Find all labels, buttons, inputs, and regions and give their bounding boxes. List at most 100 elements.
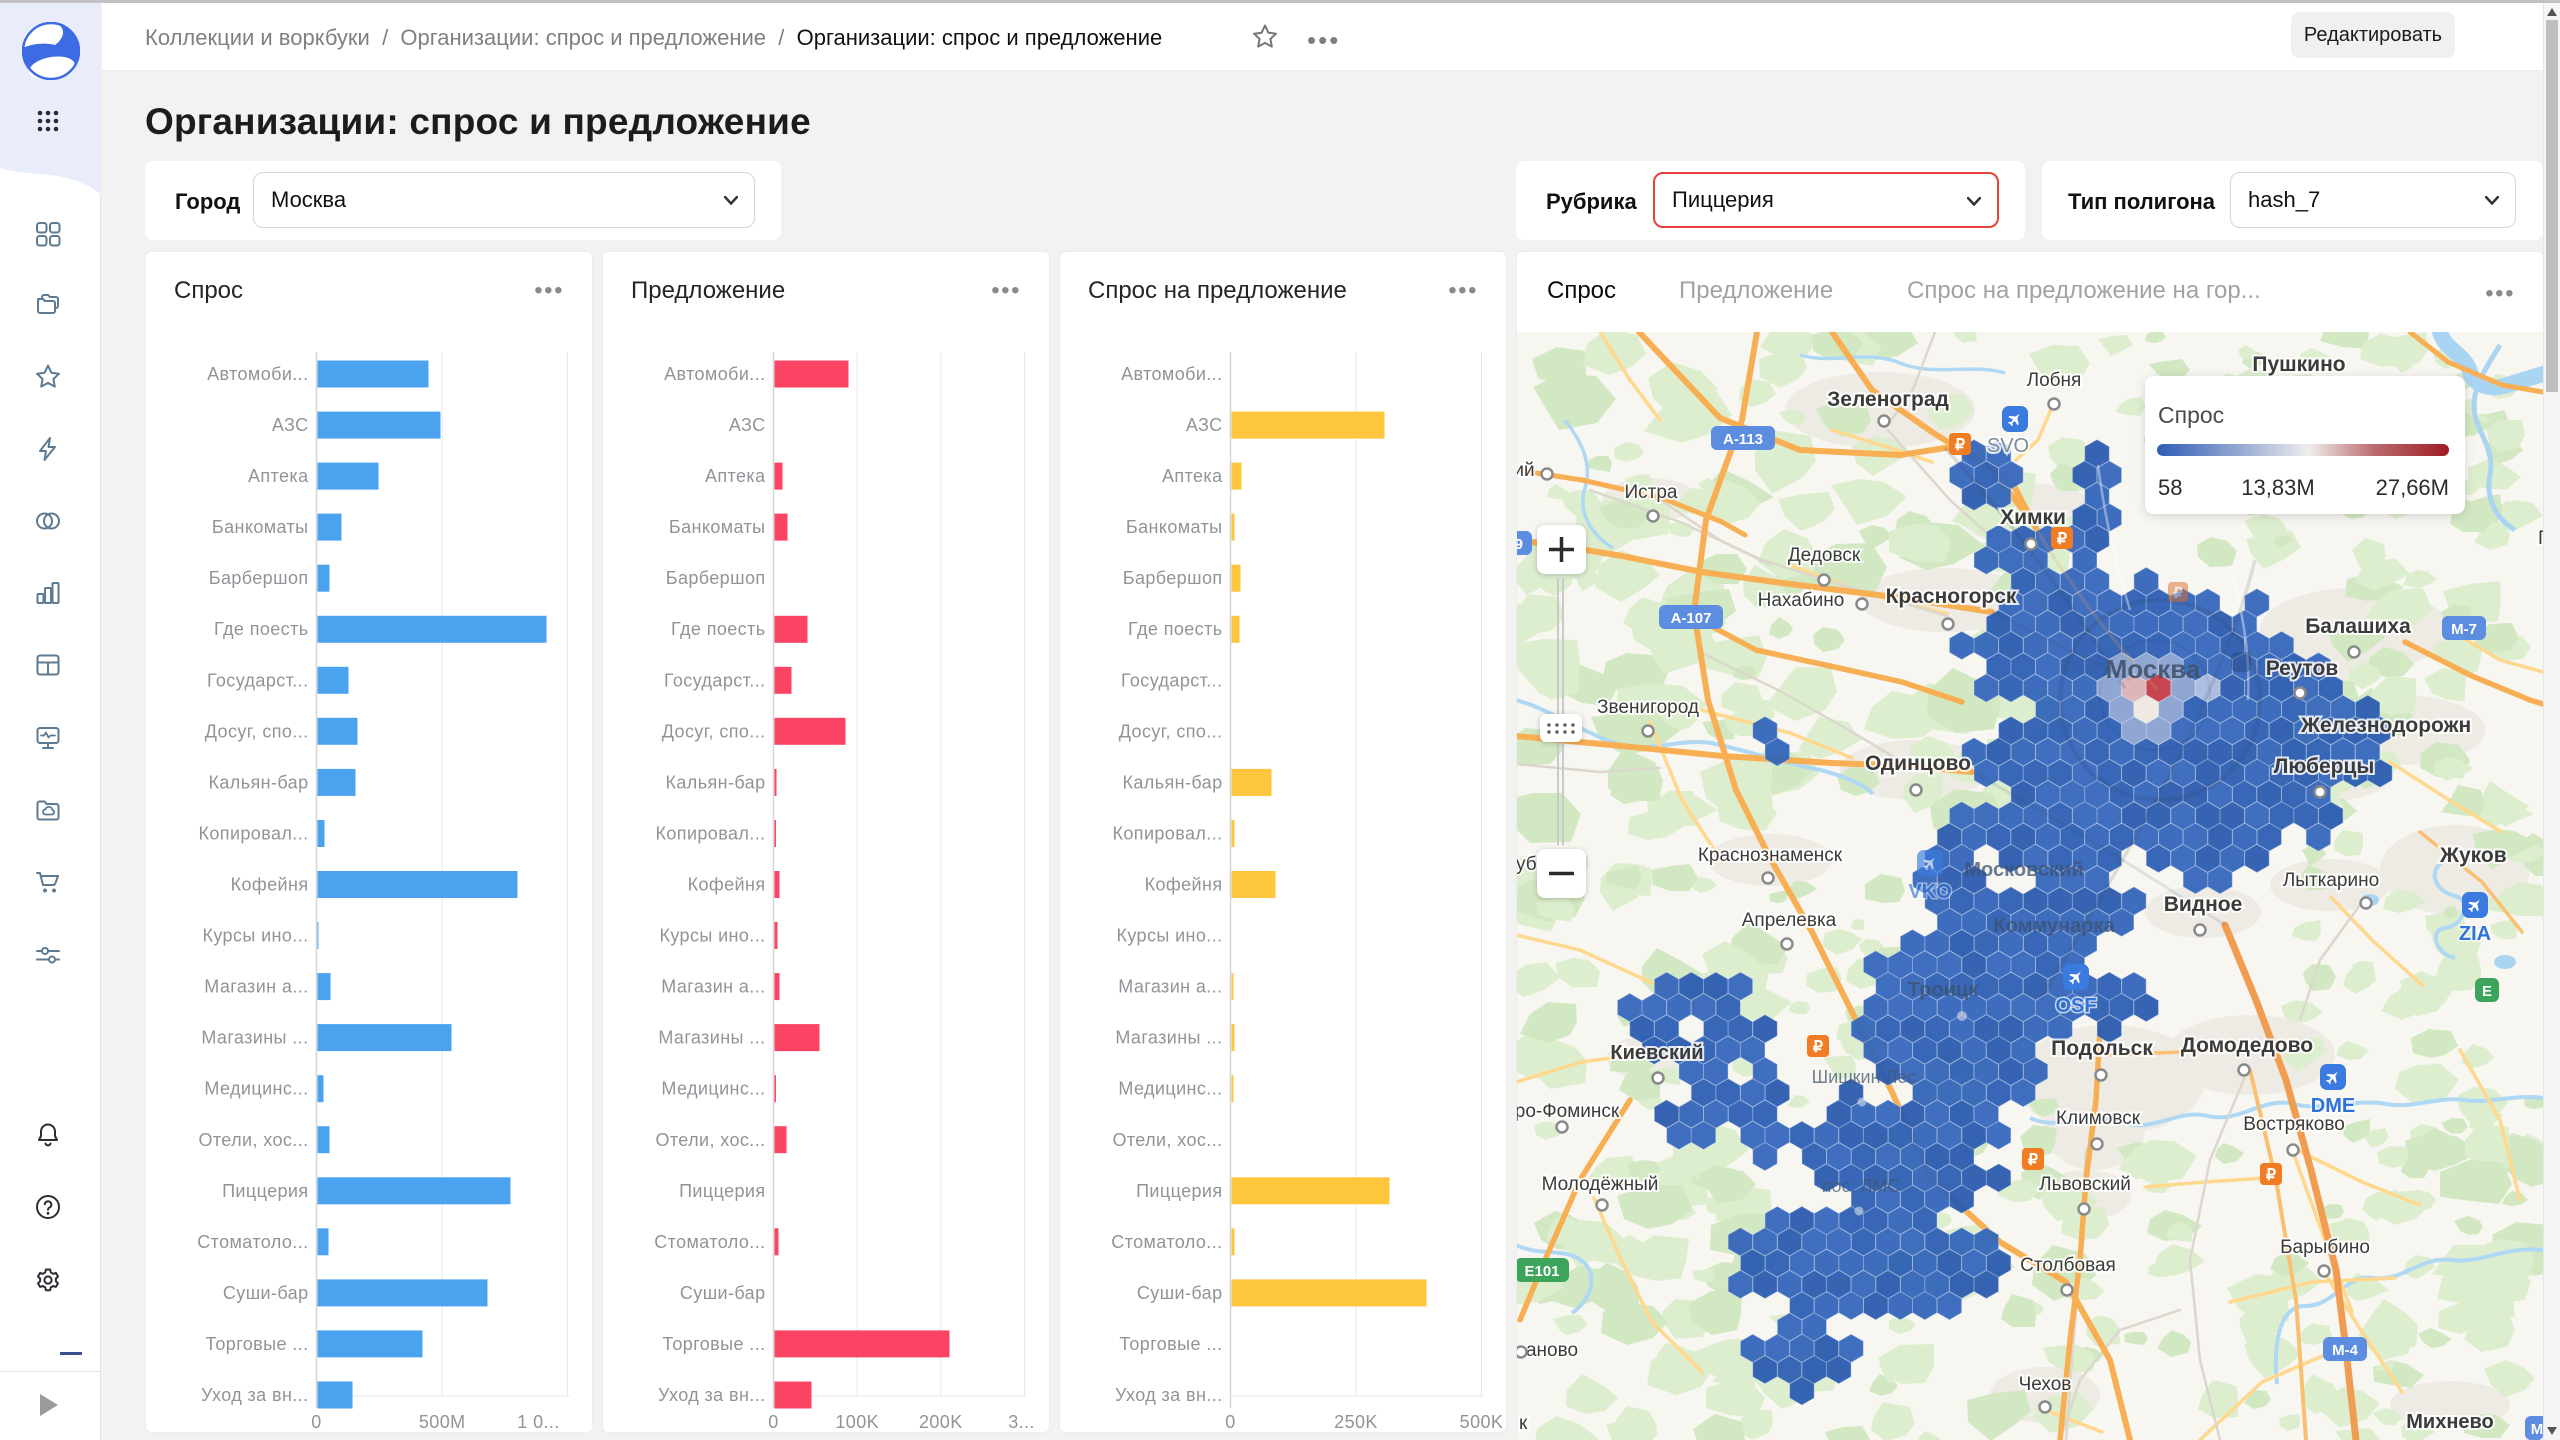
svg-text:0: 0 <box>1225 1412 1235 1432</box>
svg-text:Торговые ...: Торговые ... <box>205 1334 308 1354</box>
svg-text:₽: ₽ <box>1955 437 1965 454</box>
svg-text:Медицинс...: Медицинс... <box>1118 1079 1222 1099</box>
svg-text:Истра: Истра <box>1625 482 1678 503</box>
svg-text:Курсы ино...: Курсы ино... <box>202 926 308 946</box>
svg-text:Курсы ино...: Курсы ино... <box>1116 926 1222 946</box>
svg-text:Москва: Москва <box>2106 654 2201 684</box>
svg-text:Суши-бар: Суши-бар <box>223 1283 309 1303</box>
svg-text:Молодёжный: Молодёжный <box>1542 1174 1659 1195</box>
svg-text:М-7: М-7 <box>2451 621 2477 638</box>
svg-text:200K: 200K <box>919 1412 963 1432</box>
svg-text:Автомоби...: Автомоби... <box>1121 364 1222 384</box>
svg-text:Лобня: Лобня <box>2027 370 2082 391</box>
svg-text:58: 58 <box>2158 475 2182 500</box>
svg-text:Аптека: Аптека <box>1162 466 1223 486</box>
svg-text:Досуг, спо...: Досуг, спо... <box>205 721 309 741</box>
svg-text:₽: ₽ <box>2028 1152 2038 1169</box>
svg-text:АЗС: АЗС <box>729 415 766 435</box>
svg-text:₽: ₽ <box>1813 1039 1823 1056</box>
svg-text:Пушкино: Пушкино <box>2252 353 2345 376</box>
svg-text:Уход за вн...: Уход за вн... <box>658 1385 766 1405</box>
svg-text:Московский: Московский <box>1964 859 2083 881</box>
svg-text:Магазин а...: Магазин а... <box>661 977 765 997</box>
svg-text:Банкоматы: Банкоматы <box>1126 517 1223 537</box>
svg-text:Аптека: Аптека <box>248 466 309 486</box>
svg-text:1 0...: 1 0... <box>517 1412 559 1432</box>
svg-text:100K: 100K <box>835 1412 879 1432</box>
svg-text:Магазины ...: Магазины ... <box>658 1028 765 1048</box>
svg-text:М: М <box>2531 1421 2543 1438</box>
svg-text:Е101: Е101 <box>1524 1263 1559 1280</box>
svg-text:250K: 250K <box>1334 1412 1378 1432</box>
svg-text:Торговые ...: Торговые ... <box>1119 1334 1222 1354</box>
svg-text:Климовск: Климовск <box>2056 1108 2141 1129</box>
svg-text:Видное: Видное <box>2164 893 2243 916</box>
svg-text:Копировал...: Копировал... <box>1113 824 1223 844</box>
svg-text:Досуг, спо...: Досуг, спо... <box>662 721 766 741</box>
svg-text:Химки: Химки <box>2000 506 2066 529</box>
svg-text:АЗС: АЗС <box>272 415 309 435</box>
svg-text:Барыбино: Барыбино <box>2280 1237 2370 1258</box>
svg-text:Где поесть: Где поесть <box>214 619 308 639</box>
svg-text:Магазины ...: Магазины ... <box>1115 1028 1222 1048</box>
svg-text:Железнодорожн: Железнодорожн <box>2300 714 2471 737</box>
svg-text:АЗС: АЗС <box>1186 415 1223 435</box>
svg-text:VKO: VKO <box>1908 881 1951 903</box>
svg-text:Стоматоло...: Стоматоло... <box>1111 1232 1222 1252</box>
svg-text:500M: 500M <box>419 1412 466 1432</box>
svg-text:Пиццерия: Пиццерия <box>1136 1181 1222 1201</box>
svg-text:Медицинс...: Медицинс... <box>661 1079 765 1099</box>
svg-text:Отели, хос...: Отели, хос... <box>655 1130 765 1150</box>
svg-text:Кальян-бар: Кальян-бар <box>666 772 766 792</box>
svg-text:Кофейня: Кофейня <box>231 875 309 895</box>
svg-text:уб: уб <box>1517 854 1537 875</box>
svg-text:Троицк: Троицк <box>1908 979 1979 1001</box>
svg-text:А-113: А-113 <box>1723 431 1763 448</box>
svg-text:DME: DME <box>2311 1095 2355 1117</box>
svg-text:ZIA: ZIA <box>2459 923 2491 945</box>
svg-text:Магазин а...: Магазин а... <box>204 977 308 997</box>
svg-text:Дедовск: Дедовск <box>1788 545 1861 566</box>
svg-text:Балашиха: Балашиха <box>2305 615 2411 638</box>
svg-text:А-107: А-107 <box>1671 610 1712 627</box>
svg-text:Нахабино: Нахабино <box>1758 590 1845 611</box>
svg-text:ро-Фоминск: ро-Фоминск <box>1517 1101 1620 1122</box>
svg-text:Зеленоград: Зеленоград <box>1827 388 1949 411</box>
svg-text:Шишкин Лес: Шишкин Лес <box>1812 1067 1917 1087</box>
svg-text:Коммунарка: Коммунарка <box>1993 915 2115 937</box>
svg-text:Краснознаменск: Краснознаменск <box>1698 845 1843 866</box>
svg-text:Уход за вн...: Уход за вн... <box>201 1385 309 1405</box>
svg-text:₽: ₽ <box>2057 531 2067 548</box>
svg-text:Подольск: Подольск <box>2051 1037 2153 1060</box>
svg-text:Стоматоло...: Стоматоло... <box>197 1232 308 1252</box>
svg-text:0: 0 <box>311 1412 321 1432</box>
svg-text:Стоматоло...: Стоматоло... <box>654 1232 765 1252</box>
svg-text:пос. ЛМС: пос. ЛМС <box>1822 1176 1901 1196</box>
svg-text:OSF: OSF <box>2055 995 2096 1017</box>
svg-text:Львовский: Львовский <box>2039 1174 2131 1195</box>
svg-text:Магазины ...: Магазины ... <box>201 1028 308 1048</box>
svg-text:Кофейня: Кофейня <box>1145 875 1223 895</box>
svg-text:Государст...: Государст... <box>1121 670 1223 690</box>
svg-text:Суши-бар: Суши-бар <box>1137 1283 1223 1303</box>
svg-text:Спрос: Спрос <box>2158 402 2224 428</box>
svg-text:Киевский: Киевский <box>1610 1042 1703 1064</box>
svg-text:Кофейня: Кофейня <box>688 875 766 895</box>
svg-text:Суши-бар: Суши-бар <box>680 1283 766 1303</box>
svg-text:0: 0 <box>768 1412 778 1432</box>
svg-text:ий: ий <box>1517 460 1535 481</box>
svg-text:27,66M: 27,66M <box>2376 475 2449 500</box>
svg-text:Апрелевка: Апрелевка <box>1742 910 1837 931</box>
svg-text:Звенигород: Звенигород <box>1597 697 1699 718</box>
svg-text:Пиццерия: Пиццерия <box>222 1181 308 1201</box>
svg-text:Михнево: Михнево <box>2406 1411 2494 1433</box>
svg-text:Барбершоп: Барбершоп <box>209 568 309 588</box>
svg-text:Кальян-бар: Кальян-бар <box>209 772 309 792</box>
svg-text:Государст...: Государст... <box>207 670 309 690</box>
svg-text:Столбовая: Столбовая <box>2020 1255 2116 1276</box>
svg-text:Магазин а...: Магазин а... <box>1118 977 1222 997</box>
svg-text:Востряково: Востряково <box>2243 1114 2345 1135</box>
svg-text:Отели, хос...: Отели, хос... <box>1112 1130 1222 1150</box>
svg-text:Реутов: Реутов <box>2266 657 2339 680</box>
svg-text:П: П <box>2538 528 2543 549</box>
